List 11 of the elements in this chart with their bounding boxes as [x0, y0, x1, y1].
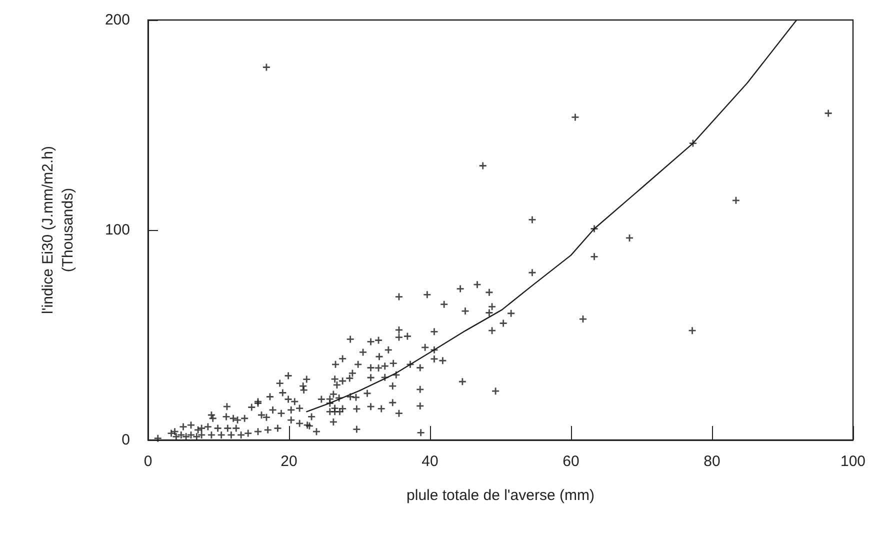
- x-tick-label: 0: [144, 453, 152, 470]
- x-tick-label: 80: [704, 453, 720, 470]
- y-axis-title: l'indice Ei30 (J.mm/m2.h) (Thousands): [40, 146, 76, 314]
- x-tick-label: 40: [422, 453, 438, 470]
- x-axis-title: plule totale de l'averse (mm): [406, 487, 594, 504]
- x-tick-label: 60: [562, 453, 580, 470]
- x-tick-label: 20: [280, 453, 298, 470]
- y-tick-label: 0: [122, 432, 130, 448]
- x-tick-label: 100: [840, 453, 866, 470]
- y-tick-label: 200: [104, 12, 130, 28]
- y-tick-label: 100: [104, 222, 130, 238]
